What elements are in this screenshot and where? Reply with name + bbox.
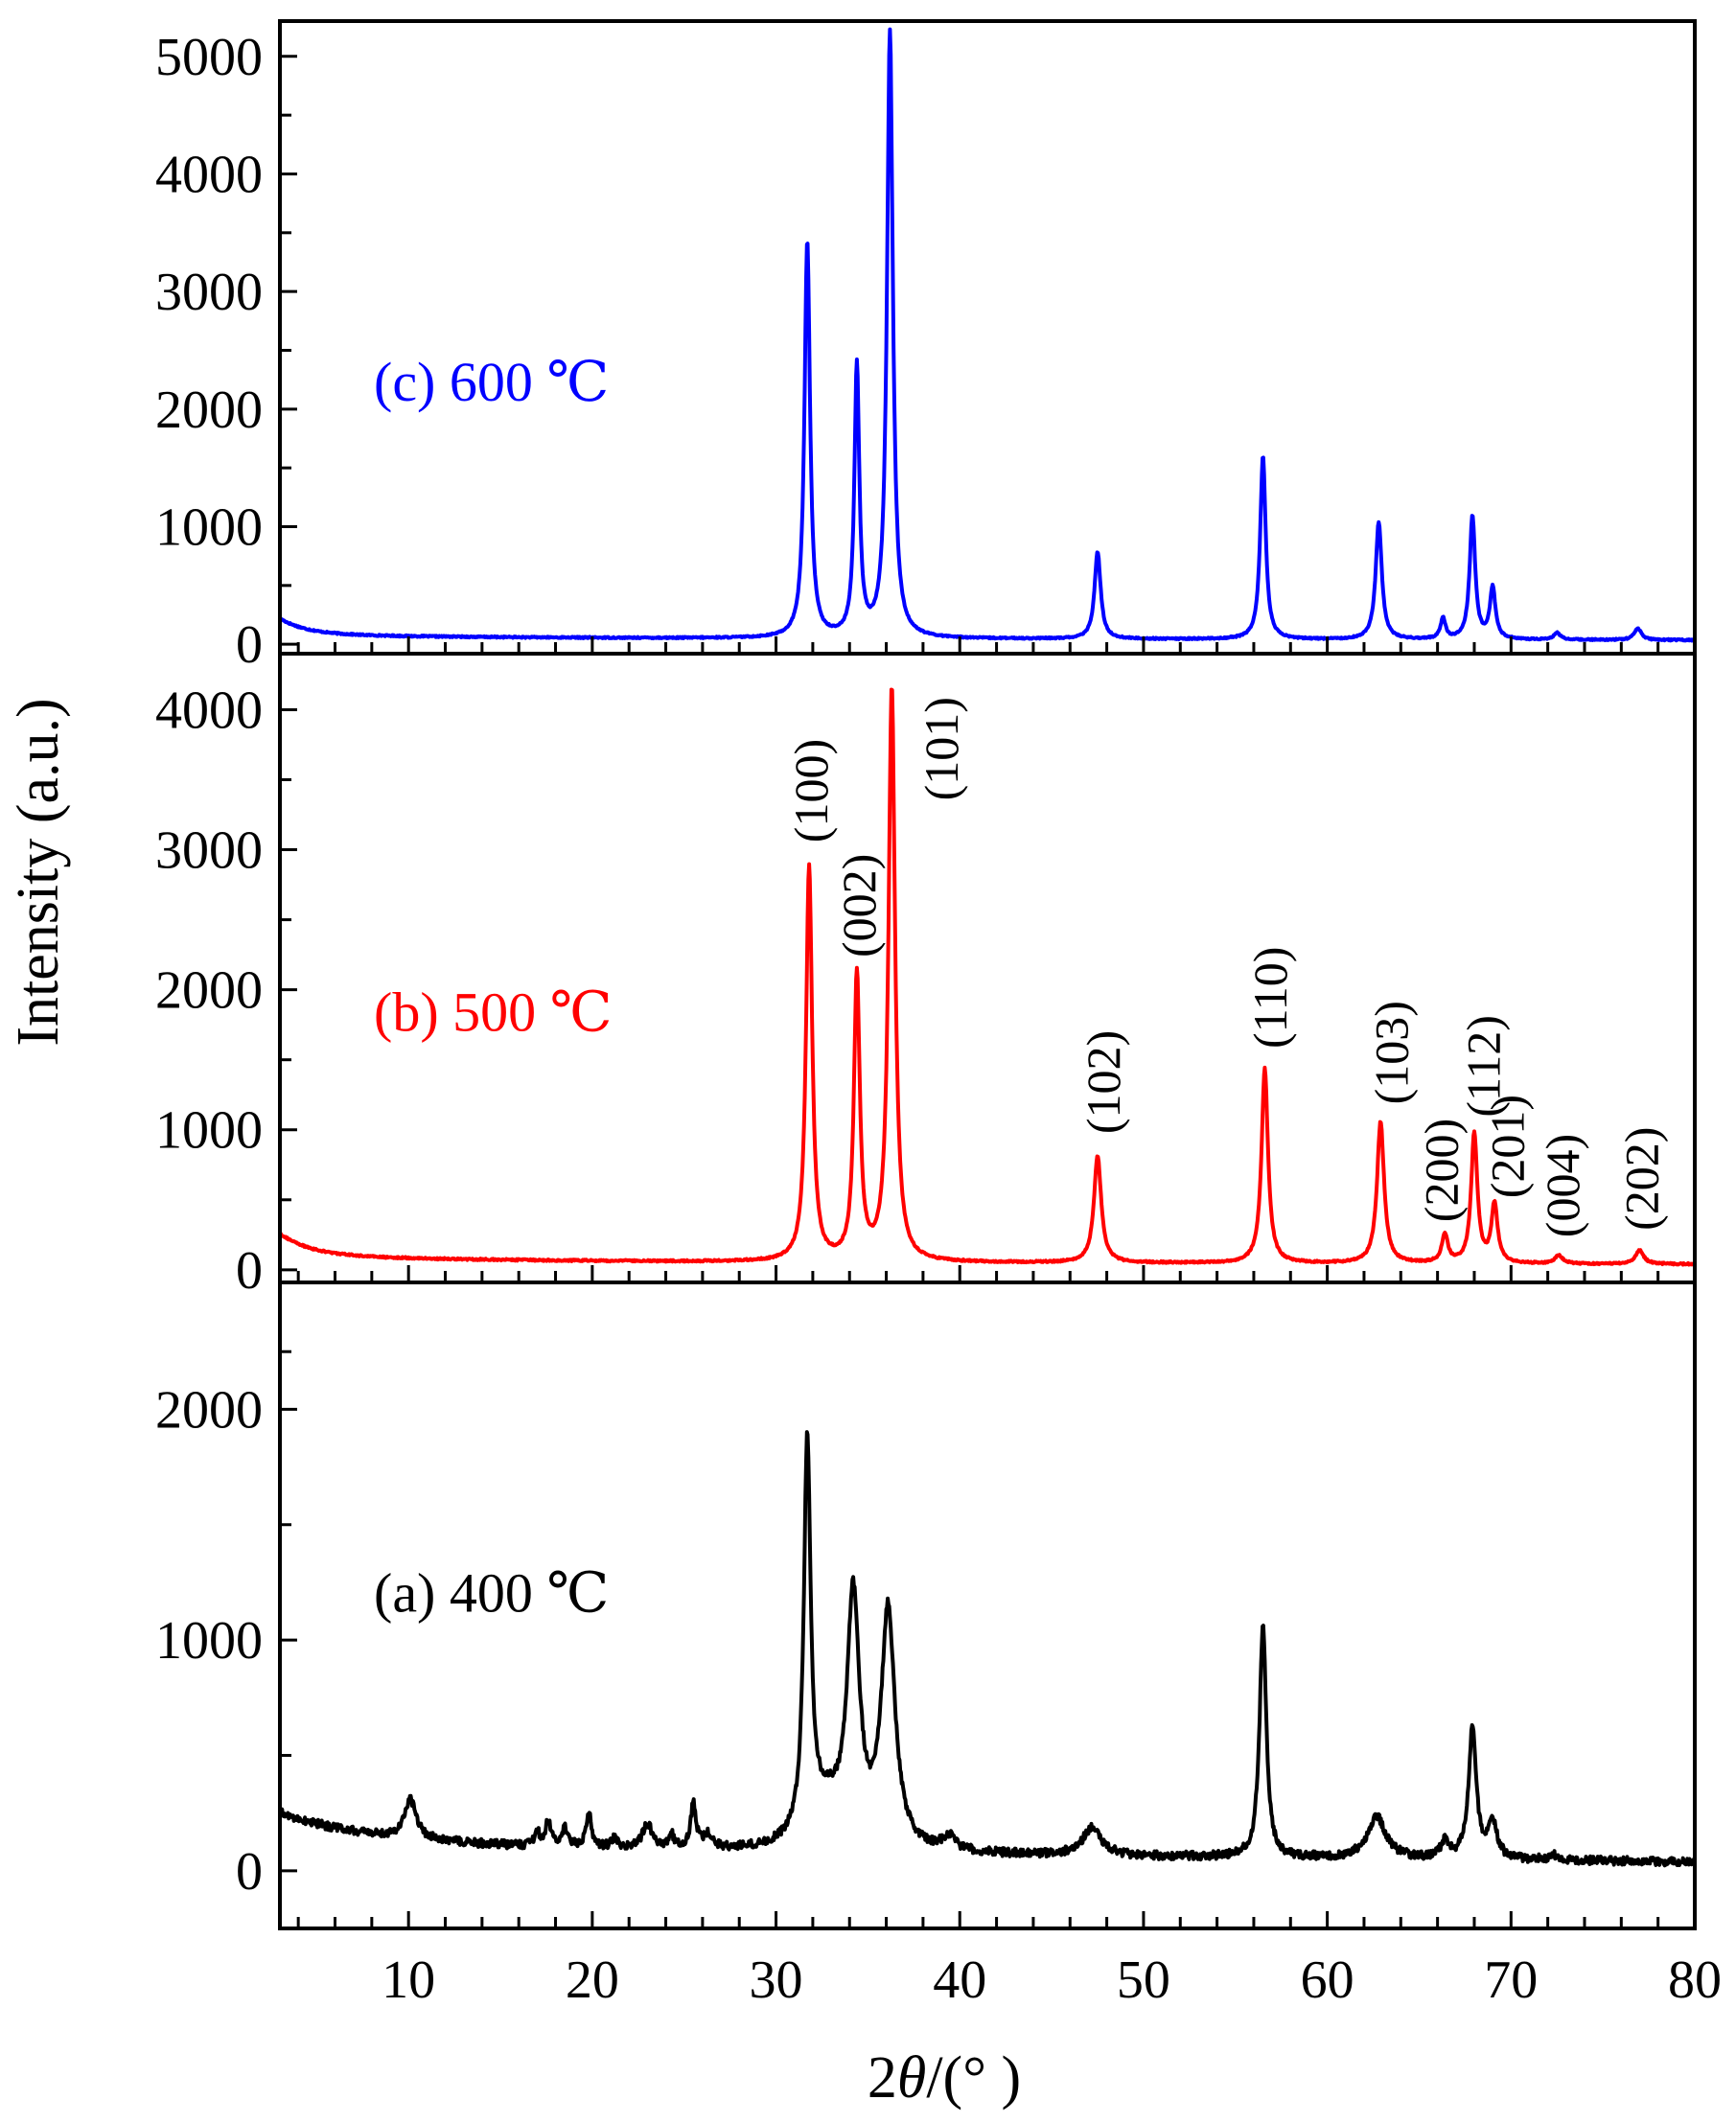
plot-layer [278,27,1697,1868]
peak-label-004: (004) [1536,1134,1589,1237]
label-layer: 0 1000 2000 3000 4000 5000 (c) 600 ℃ 0 1000 2000 3… [155,28,1722,2010]
y-tick-label-c-1000: 1000 [155,498,263,558]
x-axis-title-symbol: θ [897,2045,926,2111]
peak-label-201: (201) [1481,1095,1535,1198]
x-tick-label-40: 40 [933,1950,986,2010]
peak-label-102: (102) [1076,1030,1130,1134]
peak-label-110: (110) [1243,947,1297,1049]
y-tick-label-b-1000: 1000 [155,1101,263,1161]
y-tick-label-c-3000: 3000 [155,263,263,322]
x-tick-label-80: 80 [1668,1950,1722,2010]
peak-label-103: (103) [1365,1001,1419,1104]
peak-label-100: (100) [784,739,838,842]
y-axis-title: Intensity (a.u.) [6,698,71,1046]
plot-frame [278,19,1697,1930]
y-tick-label-c-0: 0 [236,615,263,675]
y-tick-label-b-4000: 4000 [155,681,263,740]
y-tick-label-a-0: 0 [236,1842,263,1902]
peak-label-202: (202) [1614,1127,1668,1231]
x-tick-label-50: 50 [1117,1950,1170,2010]
y-tick-label-c-2000: 2000 [155,381,263,440]
series-line-c [278,27,1697,643]
panel-label-a: (a) 400 ℃ [374,1562,609,1625]
x-axis-title: 2θ/(° ) [868,2045,1021,2111]
y-tick-label-a-1000: 1000 [155,1611,263,1671]
peak-label-200: (200) [1415,1119,1469,1222]
x-axis-title-suffix: /(° ) [926,2045,1021,2111]
series-line-b [278,687,1697,1267]
peak-label-101: (101) [914,697,968,800]
x-tick-label-70: 70 [1484,1950,1538,2010]
series-line-a [278,1430,1697,1868]
peak-label-112: (112) [1457,1015,1511,1117]
y-tick-label-b-2000: 2000 [155,961,263,1021]
panel-label-b: (b) 500 ℃ [374,981,613,1044]
y-tick-label-b-0: 0 [236,1241,263,1301]
x-axis-title-prefix: 2 [868,2045,897,2111]
peak-label-002: (002) [832,854,886,958]
x-tick-label-10: 10 [382,1950,435,2010]
y-tick-label-c-4000: 4000 [155,145,263,204]
y-tick-label-a-2000: 2000 [155,1380,263,1440]
y-tick-label-c-5000: 5000 [155,28,263,87]
x-tick-label-60: 60 [1301,1950,1354,2010]
x-tick-label-30: 30 [750,1950,803,2010]
x-tick-label-20: 20 [566,1950,619,2010]
panel-label-c: (c) 600 ℃ [374,351,609,413]
y-tick-label-b-3000: 3000 [155,821,263,881]
plot-border [278,19,1697,1930]
